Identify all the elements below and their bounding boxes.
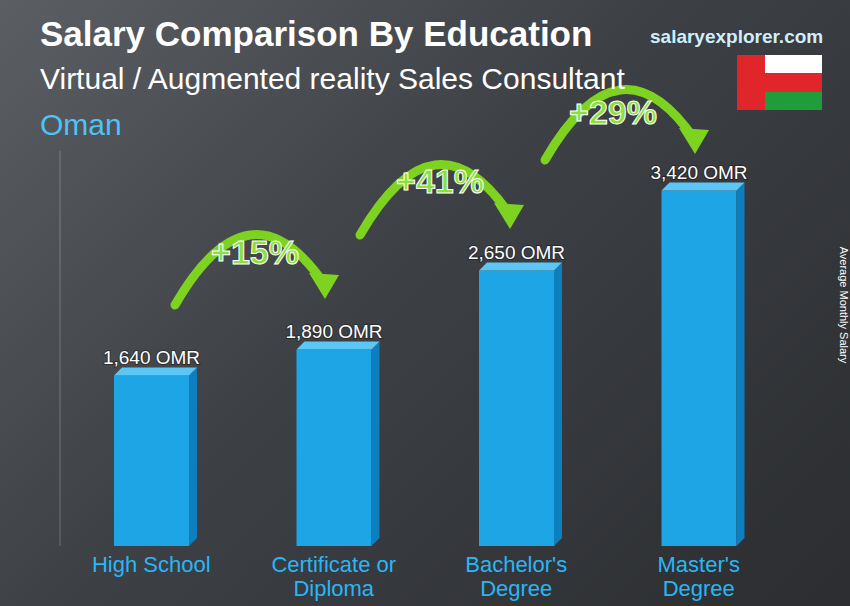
svg-text:1,890 OMR: 1,890 OMR [285, 321, 382, 342]
svg-text:Master'sDegree: Master'sDegree [658, 552, 740, 601]
svg-text:2,650 OMR: 2,650 OMR [468, 242, 565, 263]
svg-text:1,640 OMR: 1,640 OMR [103, 347, 200, 368]
html-text:Virtual / Augmented reality Sa: Virtual / Augmented reality Sales Consul… [40, 62, 625, 95]
svg-text:+15%: +15% [211, 233, 299, 271]
html-text:salaryexplorer.com: salaryexplorer.com [650, 26, 824, 47]
html-text:Oman: Oman [40, 108, 122, 141]
svg-text:+29%: +29% [569, 93, 657, 131]
html-text:Salary Comparison By Education: Salary Comparison By Education [40, 14, 593, 53]
svg-text:Certificate orDiploma: Certificate orDiploma [271, 552, 396, 601]
svg-text:+41%: +41% [396, 162, 484, 200]
svg-text:Average Monthly Salary: Average Monthly Salary [838, 247, 842, 364]
svg-text:High School: High School [92, 552, 211, 577]
svg-text:3,420 OMR: 3,420 OMR [650, 162, 747, 183]
svg-text:Bachelor'sDegree: Bachelor'sDegree [465, 552, 567, 601]
